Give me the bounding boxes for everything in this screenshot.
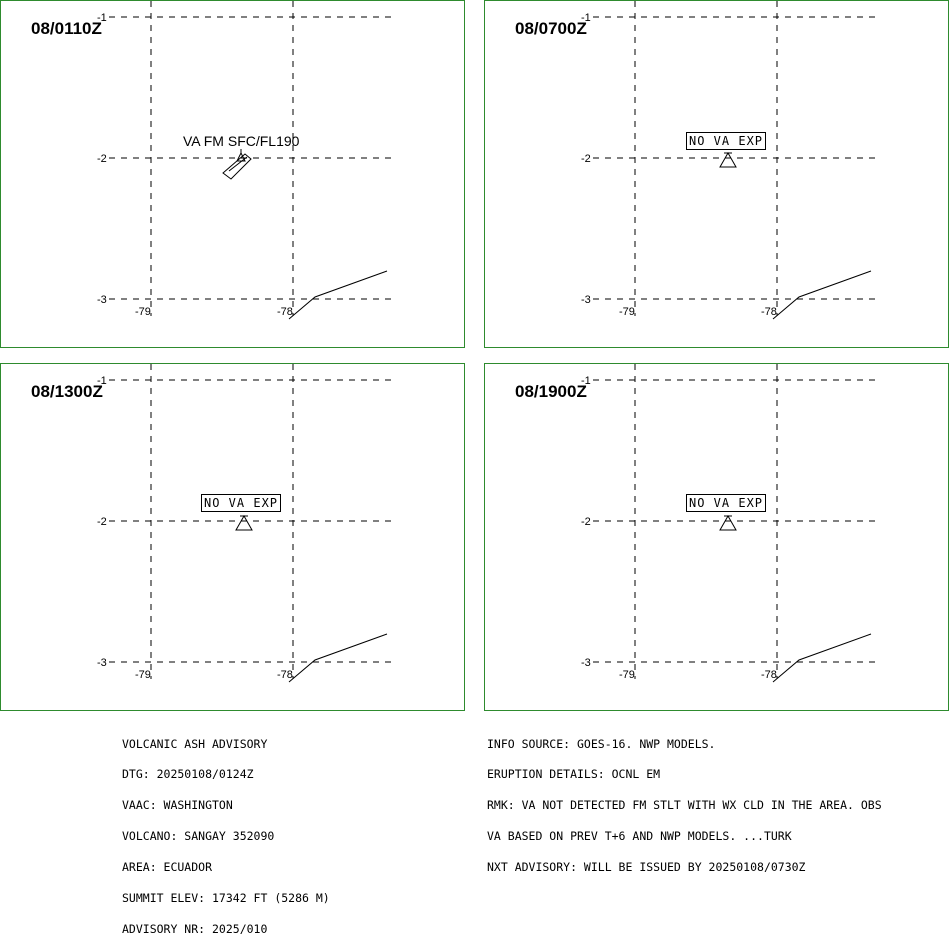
lon-tick-right: -78 xyxy=(277,669,293,681)
lat-tick-mid: -2 xyxy=(97,153,107,165)
volcano-icon xyxy=(719,151,737,168)
lon-tick-right: -78 xyxy=(277,306,293,318)
lon-tick-right: -78 xyxy=(761,669,777,681)
panel-time: 08/1300Z xyxy=(31,382,103,401)
lat-tick-mid: -2 xyxy=(97,516,107,528)
advisory-vaac: VAAC: WASHINGTON xyxy=(122,798,233,813)
lat-tick-bot: -3 xyxy=(97,294,107,306)
advisory-next: NXT ADVISORY: WILL BE ISSUED BY 20250108… xyxy=(487,860,806,875)
coastline xyxy=(772,270,872,320)
advisory-remarks-cont: VA BASED ON PREV T+6 AND NWP MODELS. ...… xyxy=(487,829,792,844)
advisory-number: ADVISORY NR: 2025/010 xyxy=(122,921,268,936)
lat-tick-bot: -3 xyxy=(581,294,591,306)
advisory-eruption-details: ERUPTION DETAILS: OCNL EM xyxy=(487,767,661,782)
advisory-right-block: INFO SOURCE: GOES-16. NWP MODELS. ERUPTI… xyxy=(487,718,882,883)
advisory-left-block: VOLCANIC ASH ADVISORY DTG: 20250108/0124… xyxy=(122,718,330,945)
lat-tick-top: -1 xyxy=(97,12,107,24)
lat-tick-bot: -3 xyxy=(97,657,107,669)
panel-1900z: -1 -2 -3 -79 -78 08/1900Z NO VA EXP xyxy=(484,363,949,711)
lat-tick-top: -1 xyxy=(97,375,107,387)
panel-0110z: -1 -2 -3 -79 -78 VA FM SFC/FL190 08/0110… xyxy=(0,0,465,348)
no-va-exp-box: NO VA EXP xyxy=(686,494,767,512)
panel-0700z: -1 -2 -3 -79 -78 08/0700Z NO VA EXP xyxy=(484,0,949,348)
volcano-icon xyxy=(719,514,737,531)
no-va-exp-box: NO VA EXP xyxy=(686,132,767,150)
coastline xyxy=(288,270,388,320)
no-va-exp-box: NO VA EXP xyxy=(201,494,282,512)
lon-tick-left: -79 xyxy=(135,306,151,318)
lat-tick-bot: -3 xyxy=(581,657,591,669)
advisory-volcano: VOLCANO: SANGAY 352090 xyxy=(122,829,275,844)
advisory-summit-elev: SUMMIT ELEV: 17342 FT (5286 M) xyxy=(122,891,330,906)
advisory-title: VOLCANIC ASH ADVISORY xyxy=(122,736,268,751)
advisory-info-source: INFO SOURCE: GOES-16. NWP MODELS. xyxy=(487,736,716,751)
lon-tick-left: -79 xyxy=(135,669,151,681)
lat-tick-top: -1 xyxy=(581,375,591,387)
panel-time: 08/1900Z xyxy=(515,382,587,401)
map-0700z: -1 -2 -3 -79 -78 xyxy=(581,1,875,320)
panel-time: 08/0700Z xyxy=(515,19,587,38)
lat-tick-mid: -2 xyxy=(581,153,591,165)
lon-tick-left: -79 xyxy=(619,669,635,681)
lat-tick-mid: -2 xyxy=(581,516,591,528)
advisory-area: AREA: ECUADOR xyxy=(122,860,213,875)
va-level-label: VA FM SFC/FL190 xyxy=(183,133,300,149)
map-0110z: -1 -2 -3 -79 -78 VA FM SFC/FL190 xyxy=(97,1,391,320)
advisory-remarks: RMK: VA NOT DETECTED FM STLT WITH WX CLD… xyxy=(487,798,882,813)
lon-tick-left: -79 xyxy=(619,306,635,318)
coastline xyxy=(288,633,388,683)
volcano-icon xyxy=(235,514,253,531)
lon-tick-right: -78 xyxy=(761,306,777,318)
coastline xyxy=(772,633,872,683)
advisory-dtg: DTG: 20250108/0124Z xyxy=(122,767,254,782)
volcano-icon xyxy=(236,149,246,162)
panel-time: 08/0110Z xyxy=(31,19,102,38)
map-1300z: -1 -2 -3 -79 -78 xyxy=(97,364,391,683)
panel-1300z: -1 -2 -3 -79 -78 08/1300Z NO VA EXP xyxy=(0,363,465,711)
map-1900z: -1 -2 -3 -79 -78 xyxy=(581,364,875,683)
lat-tick-top: -1 xyxy=(581,12,591,24)
